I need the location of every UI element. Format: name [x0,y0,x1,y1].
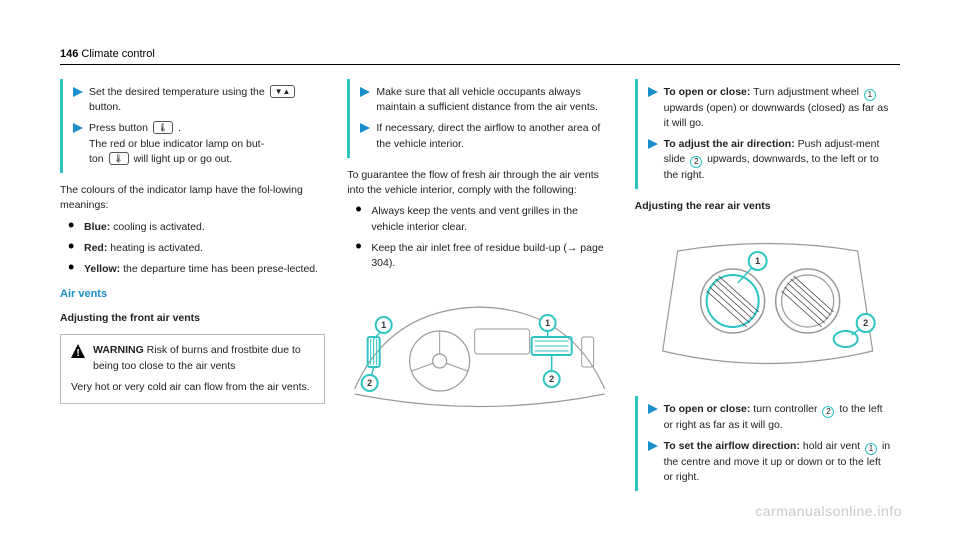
instruction-step: Press button 🌡 . The red or blue indicat… [73,121,317,167]
page-number: 146 [60,48,78,60]
step-block: To open or close: turn controller 2 to t… [635,396,900,491]
step-text: To open or close: Turn adjustment wheel … [664,85,892,131]
bullet-list: • Blue: cooling is activated. • Red: hea… [60,220,325,278]
instruction-step: To set the airflow direction: hold air v… [648,439,892,485]
svg-text:2: 2 [367,378,372,388]
step-arrow-icon [648,441,658,451]
step-block: Make sure that all vehicle occupants alw… [347,79,612,158]
ref-circle-icon: 2 [822,406,834,418]
section-heading-air-vents: Air vents [60,287,325,303]
svg-text:2: 2 [863,318,868,328]
ref-circle-icon: 1 [865,443,877,455]
front-vent-illustration: 1 2 1 2 [347,289,612,417]
list-item: • Yellow: the departure time has been pr… [60,262,325,277]
step-arrow-icon [73,123,83,133]
svg-text:!: ! [76,348,79,358]
warning-title: WARNING Risk of burns and frostbite due … [93,343,314,373]
bullet-icon: • [355,241,363,271]
warning-box: ! WARNING Risk of burns and frostbite du… [60,334,325,404]
instruction-step: If necessary, direct the airflow to anot… [360,121,604,151]
subheading-rear-vents: Adjusting the rear air vents [635,199,900,214]
watermark: carmanualsonline.info [755,503,902,519]
list-item: • Keep the air inlet free of residue bui… [347,241,612,271]
step-text: Make sure that all vehicle occupants alw… [376,85,604,115]
step-arrow-icon [648,404,658,414]
section-title: Climate control [81,48,154,60]
step-block: To open or close: Turn adjustment wheel … [635,79,900,189]
svg-text:2: 2 [549,374,554,384]
bullet-icon: • [68,262,76,277]
instruction-step: To open or close: Turn adjustment wheel … [648,85,892,131]
bullet-icon: • [355,204,363,234]
svg-text:1: 1 [755,256,760,266]
column-1: Set the desired temperature using the ▼▲… [60,79,325,501]
warning-heading: ! WARNING Risk of burns and frostbite du… [71,343,314,373]
step-text: Press button 🌡 . The red or blue indicat… [89,121,264,167]
column-2: Make sure that all vehicle occupants alw… [347,79,612,501]
bullet-list: • Always keep the vents and vent grilles… [347,204,612,271]
step-text: To adjust the air direction: Push adjust… [664,137,892,183]
step-arrow-icon [360,87,370,97]
step-text: If necessary, direct the airflow to anot… [376,121,604,151]
instruction-step: To adjust the air direction: Push adjust… [648,137,892,183]
list-item: • Blue: cooling is activated. [60,220,325,235]
updown-key-icon: ▼▲ [270,85,296,98]
step-text: Set the desired temperature using the ▼▲… [89,85,317,115]
instruction-step: To open or close: turn controller 2 to t… [648,402,892,433]
step-block: Set the desired temperature using the ▼▲… [60,79,325,173]
svg-text:1: 1 [381,320,386,330]
list-item: • Always keep the vents and vent grilles… [347,204,612,234]
instruction-step: Set the desired temperature using the ▼▲… [73,85,317,115]
paragraph: To guarantee the flow of fresh air throu… [347,168,612,198]
bullet-icon: • [68,241,76,256]
page-header: 146 Climate control [60,48,900,65]
columns: Set the desired temperature using the ▼▲… [60,79,900,501]
paragraph: The colours of the indicator lamp have t… [60,183,325,213]
instruction-step: Make sure that all vehicle occupants alw… [360,85,604,115]
step-arrow-icon [360,123,370,133]
list-item: • Red: heating is activated. [60,241,325,256]
ref-circle-icon: 1 [864,89,876,101]
rear-vent-illustration: 1 2 [635,231,900,381]
page: 146 Climate control Set the desired temp… [0,0,960,533]
precool-key-icon: 🌡 [153,121,173,134]
svg-text:1: 1 [545,318,550,328]
column-3: To open or close: Turn adjustment wheel … [635,79,900,501]
step-text: To open or close: turn controller 2 to t… [664,402,892,433]
step-arrow-icon [648,139,658,149]
bullet-icon: • [68,220,76,235]
step-arrow-icon [648,87,658,97]
step-text: To set the airflow direction: hold air v… [664,439,892,485]
ref-circle-icon: 2 [690,156,702,168]
warning-body: Very hot or very cold air can flow from … [71,380,314,395]
step-arrow-icon [73,87,83,97]
warning-triangle-icon: ! [71,344,85,358]
precool-key-icon: 🌡 [109,152,129,165]
subheading-front-vents: Adjusting the front air vents [60,311,325,326]
